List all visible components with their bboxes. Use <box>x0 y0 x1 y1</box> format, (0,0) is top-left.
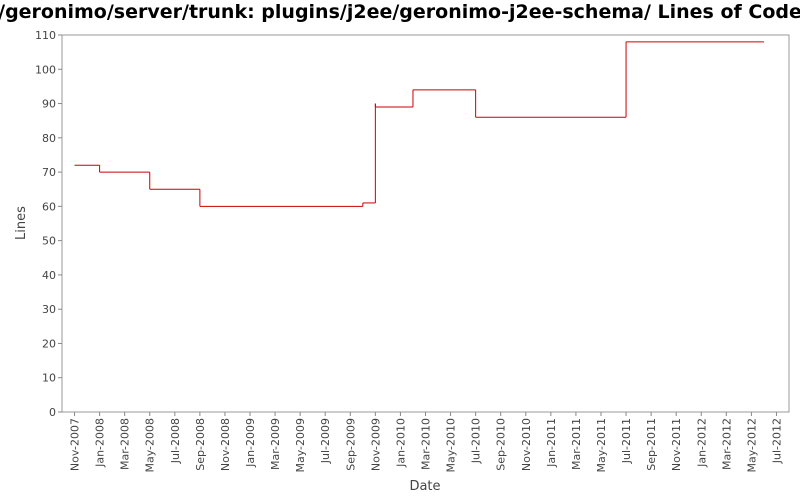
x-tick-label: Jan-2010 <box>394 418 407 468</box>
y-tick-label: 70 <box>42 166 56 179</box>
x-tick-label: Jan-2008 <box>94 418 107 468</box>
y-tick-label: 0 <box>49 406 56 419</box>
x-tick-label: Mar-2008 <box>119 418 132 470</box>
x-tick-label: May-2012 <box>745 418 758 473</box>
x-tick-label: Jul-2012 <box>770 418 783 464</box>
y-tick-label: 50 <box>42 235 56 248</box>
y-tick-label: 60 <box>42 200 56 213</box>
x-tick-label: Sep-2011 <box>645 418 658 471</box>
x-tick-label: Jan-2012 <box>695 418 708 468</box>
x-tick-label: Jan-2009 <box>244 418 257 468</box>
x-tick-label: May-2011 <box>595 418 608 473</box>
x-tick-label: May-2009 <box>294 418 307 473</box>
x-tick-label: Jul-2008 <box>169 418 182 464</box>
x-tick-label: Nov-2011 <box>670 418 683 471</box>
x-tick-label: Sep-2009 <box>344 418 357 471</box>
x-tick-label: Nov-2010 <box>520 418 533 471</box>
x-tick-label: Nov-2008 <box>219 418 232 471</box>
y-tick-label: 40 <box>42 269 56 282</box>
chart-title: /geronimo/server/trunk: plugins/j2ee/ger… <box>0 1 800 23</box>
x-tick-label: Mar-2012 <box>720 418 733 470</box>
x-tick-label: Nov-2009 <box>369 418 382 471</box>
x-tick-label: Mar-2009 <box>269 418 282 470</box>
x-tick-label: Nov-2007 <box>69 418 82 471</box>
x-tick-label: Jul-2011 <box>620 418 633 464</box>
x-tick-label: Mar-2011 <box>570 418 583 470</box>
x-axis-label: Date <box>409 479 440 494</box>
x-tick-label: Sep-2008 <box>194 418 207 471</box>
x-tick-label: Sep-2010 <box>495 418 508 471</box>
y-tick-label: 20 <box>42 337 56 350</box>
y-tick-label: 80 <box>42 132 56 145</box>
y-tick-label: 30 <box>42 303 56 316</box>
x-tick-label: May-2010 <box>445 418 458 473</box>
x-tick-label: Jul-2010 <box>470 418 483 464</box>
y-tick-label: 110 <box>35 29 56 42</box>
x-tick-label: May-2008 <box>144 418 157 473</box>
x-tick-label: Jan-2011 <box>545 418 558 468</box>
plot-area <box>61 34 790 413</box>
y-axis-label: Lines <box>14 206 29 240</box>
y-tick-label: 10 <box>42 372 56 385</box>
x-tick-label: Mar-2010 <box>420 418 433 470</box>
y-tick-label: 90 <box>42 98 56 111</box>
x-tick-label: Jul-2009 <box>319 418 332 464</box>
y-tick-label: 100 <box>35 63 56 76</box>
